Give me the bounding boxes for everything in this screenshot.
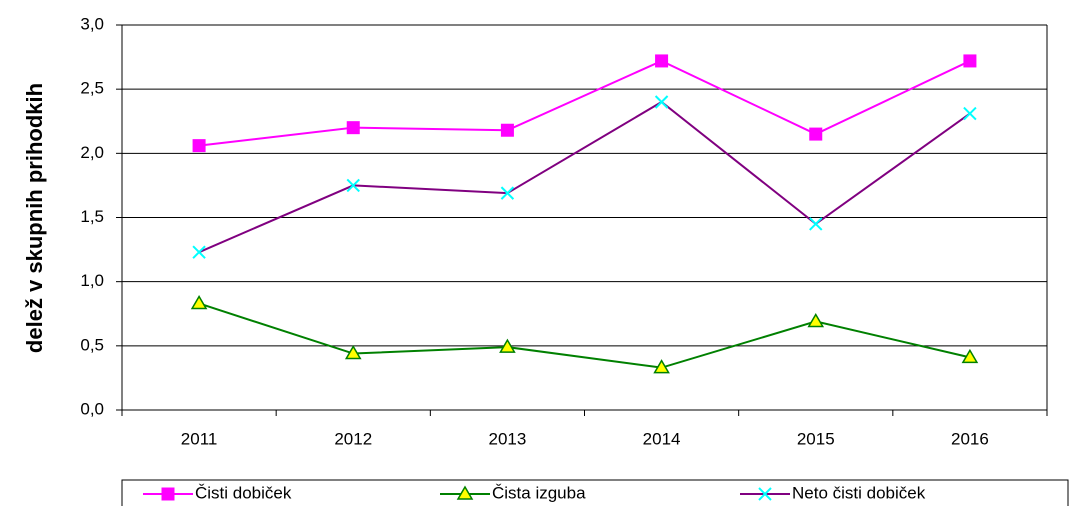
marker: [344, 345, 362, 360]
y-tick-label: 3,0: [80, 14, 104, 33]
x-tick-label: 2015: [797, 429, 835, 448]
series-line: [198, 100, 971, 254]
marker: [654, 95, 669, 109]
marker: [346, 121, 360, 135]
marker: [961, 348, 979, 364]
legend-marker: [758, 487, 772, 501]
legend-label: Čista izguba: [492, 483, 586, 502]
marker: [963, 54, 977, 68]
marker: [653, 359, 670, 374]
marker: [190, 294, 208, 310]
y-tick-label: 2,5: [80, 79, 104, 98]
y-axis-label: delež v skupnih prihodkih: [22, 83, 47, 353]
legend-label: Neto čisti dobiček: [792, 483, 926, 502]
marker: [963, 106, 977, 121]
marker: [809, 217, 823, 231]
marker: [500, 123, 514, 137]
marker: [192, 139, 206, 153]
x-tick-label: 2016: [951, 429, 989, 448]
legend-marker: [161, 487, 175, 501]
marker: [346, 178, 360, 193]
legend-box: [121, 479, 1069, 506]
series-line: [198, 302, 971, 369]
x-tick-label: 2014: [643, 429, 681, 448]
x-tick-label: 2011: [181, 429, 218, 448]
legend-marker: [456, 485, 474, 500]
legend-label: Čisti dobiček: [195, 483, 292, 502]
y-tick-label: 1,0: [80, 271, 104, 290]
marker: [809, 127, 823, 141]
y-tick-label: 2,0: [80, 143, 104, 162]
series-line: [198, 59, 971, 147]
y-tick-label: 0,5: [80, 335, 104, 354]
marker: [807, 312, 825, 328]
marker: [192, 245, 206, 259]
y-tick-label: 1,5: [80, 207, 104, 226]
x-tick-label: 2012: [334, 429, 372, 448]
y-tick-label: 0,0: [80, 399, 104, 418]
marker: [500, 186, 515, 200]
marker: [655, 54, 669, 68]
x-tick-label: 2013: [489, 429, 527, 448]
marker: [499, 338, 516, 353]
